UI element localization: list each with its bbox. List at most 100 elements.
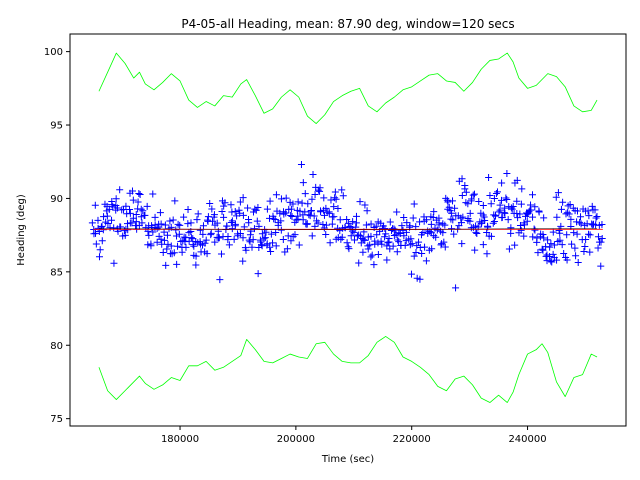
data-point-marker: [343, 216, 351, 224]
data-point-marker: [336, 216, 344, 224]
data-point-marker: [190, 242, 198, 250]
data-point-marker: [585, 230, 593, 238]
data-point-marker: [509, 202, 517, 210]
data-point-marker: [144, 241, 152, 249]
data-point-marker: [236, 229, 244, 237]
data-point-marker: [162, 261, 170, 269]
data-point-marker: [560, 249, 568, 257]
data-point-marker: [594, 233, 602, 241]
data-point-marker: [422, 257, 430, 265]
data-point-marker: [187, 234, 195, 242]
data-point-marker: [574, 259, 582, 267]
data-point-marker: [261, 234, 269, 242]
data-point-marker: [277, 217, 285, 225]
data-point-marker: [498, 179, 506, 187]
data-point-marker: [92, 240, 100, 248]
data-point-marker: [271, 215, 279, 223]
data-point-marker: [588, 202, 596, 210]
data-point-marker: [428, 245, 436, 253]
data-point-marker: [95, 253, 103, 261]
data-point-marker: [571, 244, 579, 252]
data-point-marker: [440, 238, 448, 246]
data-point-marker: [116, 186, 124, 194]
data-point-marker: [167, 223, 175, 231]
data-point-marker: [539, 230, 547, 238]
data-point-marker: [296, 207, 304, 215]
data-point-marker: [140, 212, 148, 220]
data-point-marker: [308, 195, 316, 203]
data-point-marker: [517, 200, 525, 208]
data-point-marker: [192, 252, 200, 260]
x-axis-label: Time (sec): [321, 454, 374, 465]
data-point-marker: [228, 217, 236, 225]
data-point-marker: [291, 231, 299, 239]
data-point-marker: [507, 204, 515, 212]
data-point-marker: [391, 226, 399, 234]
data-point-marker: [458, 240, 466, 248]
data-point-marker: [175, 230, 183, 238]
data-point-marker: [368, 251, 376, 259]
x-axis: 180000 200000 220000 240000: [161, 426, 547, 445]
data-point-marker: [322, 221, 330, 229]
data-point-marker: [410, 200, 418, 208]
data-point-marker: [137, 205, 145, 213]
data-point-marker: [475, 197, 483, 205]
data-point-marker: [553, 213, 561, 221]
data-point-marker: [189, 235, 197, 243]
data-point-marker: [416, 218, 424, 226]
data-point-marker: [444, 198, 452, 206]
data-point-marker: [325, 209, 333, 217]
data-point-marker: [559, 198, 567, 206]
data-point-marker: [517, 226, 525, 234]
data-point-marker: [409, 214, 417, 222]
data-point-marker: [207, 229, 215, 237]
data-point-marker: [513, 197, 521, 205]
data-point-marker: [143, 202, 151, 210]
data-point-marker: [466, 209, 474, 217]
data-point-marker: [153, 224, 161, 232]
data-point-marker: [421, 243, 429, 251]
data-point-marker: [120, 227, 128, 235]
data-point-marker: [250, 225, 258, 233]
data-point-marker: [511, 241, 519, 249]
data-point-marker: [139, 207, 147, 215]
data-point-marker: [204, 213, 212, 221]
data-point-marker: [374, 239, 382, 247]
data-point-marker: [441, 243, 449, 251]
data-point-marker: [458, 191, 466, 199]
data-point-marker: [254, 270, 262, 278]
data-point-marker: [208, 205, 216, 213]
data-point-marker: [272, 229, 280, 237]
data-point-marker: [448, 209, 456, 217]
data-point-marker: [231, 208, 239, 216]
data-point-marker: [194, 210, 202, 218]
data-point-marker: [493, 188, 501, 196]
data-point-marker: [406, 222, 414, 230]
data-point-marker: [469, 191, 477, 199]
data-point-marker: [520, 219, 528, 227]
data-point-marker: [514, 214, 522, 222]
lower-bound-line: [98, 336, 598, 403]
data-point-marker: [216, 276, 224, 284]
data-point-marker: [547, 257, 555, 265]
data-point-marker: [520, 232, 528, 240]
data-point-marker: [498, 196, 506, 204]
data-point-marker: [471, 246, 479, 254]
data-point-marker: [553, 256, 561, 264]
data-point-marker: [174, 242, 182, 250]
data-point-marker: [129, 214, 137, 222]
data-point-marker: [227, 201, 235, 209]
data-point-marker: [591, 206, 599, 214]
data-point-marker: [282, 194, 290, 202]
x-tick-label: 220000: [393, 434, 431, 445]
data-point-marker: [540, 214, 548, 222]
data-point-marker: [556, 229, 564, 237]
data-point-marker: [249, 236, 257, 244]
data-point-marker: [355, 259, 363, 267]
data-point-marker: [347, 224, 355, 232]
data-point-marker: [311, 222, 319, 230]
data-point-marker: [112, 195, 120, 203]
data-point-marker: [459, 213, 467, 221]
data-point-marker: [422, 216, 430, 224]
